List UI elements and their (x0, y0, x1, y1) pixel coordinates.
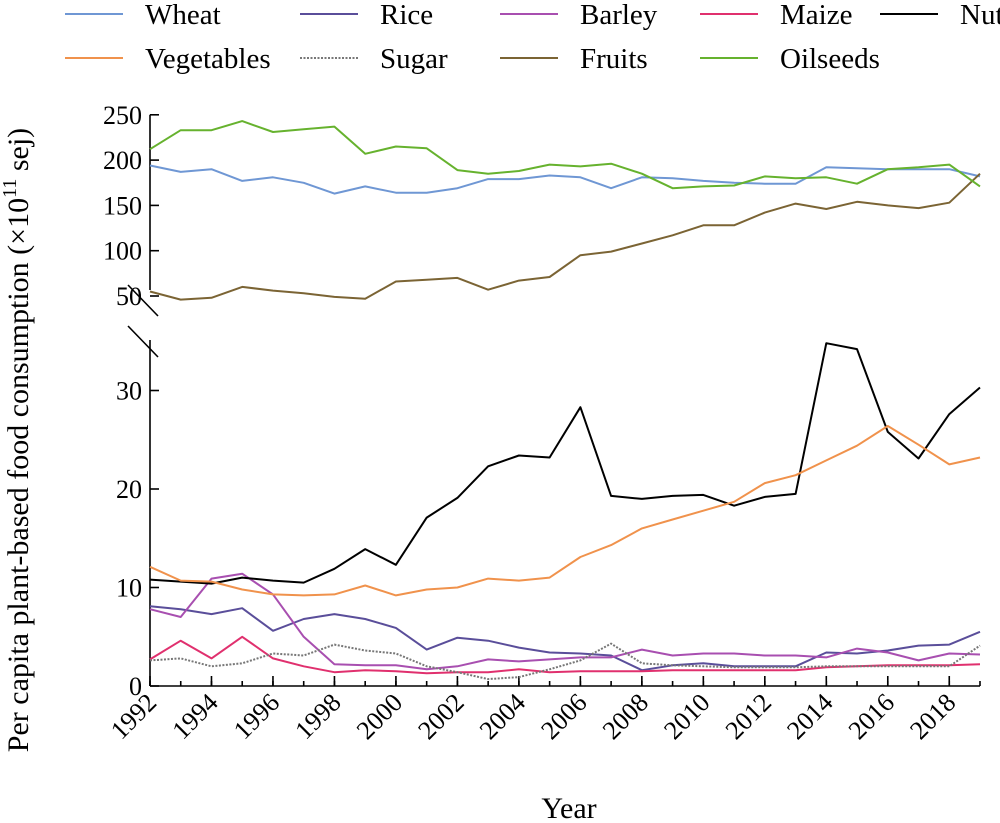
legend-label: Wheat (145, 0, 221, 31)
legend-item-rice: Rice (300, 0, 433, 31)
legend-item-maize: Maize (700, 0, 852, 31)
legend-label: Fruits (580, 43, 648, 75)
y-tick-label: 0 (129, 672, 142, 701)
legend-item-sugar: Sugar (300, 43, 448, 75)
y-axis-label: Per capita plant-based food consumption … (0, 128, 35, 752)
legend-label: Sugar (380, 43, 448, 75)
x-tick-label: 2002 (412, 688, 469, 745)
axis-break-mark-upper (127, 284, 159, 317)
y-axis-label-main: Per capita plant-based food consumption … (2, 198, 35, 752)
series-line-vegetables (149, 425, 981, 597)
x-tick-label: 2016 (843, 688, 900, 745)
series-line-wheat (149, 164, 981, 195)
y-tick-label: 30 (116, 377, 142, 406)
series-line-nuts (149, 342, 981, 585)
y-axis-label-unit: sej) (2, 128, 35, 179)
legend-item-barley: Barley (500, 0, 658, 31)
x-tick-label: 2008 (597, 688, 654, 745)
series-line-sugar (149, 642, 981, 681)
x-tick-label: 1996 (228, 688, 285, 745)
legend-item-fruits: Fruits (500, 43, 648, 75)
x-tick-label: 2014 (781, 688, 838, 745)
series-line-rice (149, 605, 981, 672)
y-axis-label-exponent: 11 (0, 179, 21, 198)
y-tick-label: 50 (116, 282, 142, 311)
x-tick-label: 2006 (535, 688, 592, 745)
x-axis-label: Year (541, 792, 596, 823)
series-line-maize (149, 635, 981, 675)
x-tick-label: 2012 (720, 688, 777, 745)
legend-item-nuts: Nuts (880, 0, 1000, 31)
x-tick-label: 1998 (289, 688, 346, 745)
legend-label: Barley (580, 0, 658, 31)
legend-item-wheat: Wheat (65, 0, 221, 31)
x-tick-label: 2004 (474, 688, 531, 745)
series-line-oilseeds (149, 120, 981, 190)
plot-area (149, 120, 981, 681)
y-tick-label: 20 (116, 475, 142, 504)
x-tick-label: 2018 (904, 688, 961, 745)
x-tick-label: 1992 (105, 688, 162, 745)
axis-break-mark-lower (127, 325, 159, 358)
y-tick-label: 250 (103, 101, 142, 130)
x-tick-label: 2000 (351, 688, 408, 745)
legend-label: Oilseeds (780, 43, 880, 75)
legend-label: Vegetables (145, 43, 271, 75)
series-line-fruits (149, 172, 981, 301)
y-tick-label: 200 (103, 146, 142, 175)
y-tick-label: 10 (116, 574, 142, 603)
x-tick-label: 1994 (166, 688, 223, 745)
y-tick-label: 150 (103, 191, 142, 220)
legend: Wheat Rice Barley Maize Nuts Vegetables Sugar F… (65, 0, 1000, 75)
legend-label: Rice (380, 0, 433, 31)
legend-label: Nuts (960, 0, 1000, 31)
x-tick-label: 2010 (658, 688, 715, 745)
y-tick-label: 100 (103, 237, 142, 266)
legend-label: Maize (780, 0, 852, 31)
legend-item-vegetables: Vegetables (65, 43, 271, 75)
series-line-barley (149, 572, 981, 671)
legend-item-oilseeds: Oilseeds (700, 43, 880, 75)
